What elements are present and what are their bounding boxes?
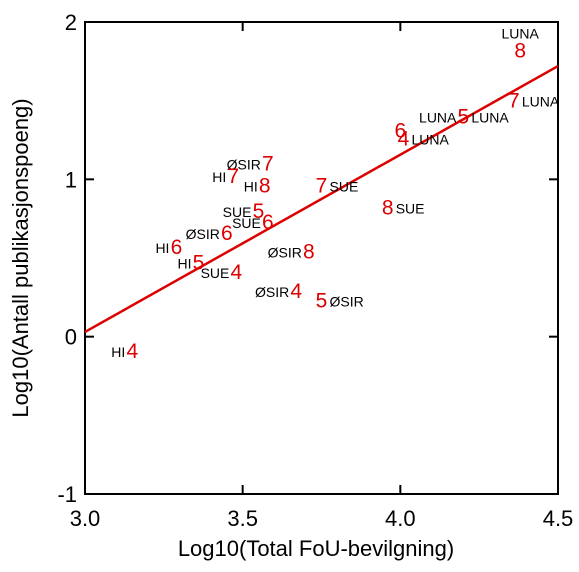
- point-name-label: ØSIR: [227, 157, 261, 173]
- point-marker-number: 7: [508, 90, 520, 113]
- point-marker-number: 7: [262, 153, 274, 176]
- point-marker-number: 4: [398, 127, 410, 150]
- point-name-label: SUE: [201, 265, 230, 281]
- point-marker-number: 4: [290, 280, 302, 303]
- data-point: 5HI: [178, 252, 205, 275]
- data-point: 8HI: [244, 175, 271, 198]
- point-marker-number: 5: [316, 289, 328, 312]
- point-marker-number: 4: [231, 261, 243, 284]
- point-marker-number: 5: [458, 105, 470, 128]
- point-name-label: HI: [212, 169, 226, 185]
- x-axis-label: Log10(Total FoU-bevilgning): [178, 536, 454, 561]
- point-name-label: ØSIR: [255, 284, 289, 300]
- data-point: 4HI: [111, 340, 138, 363]
- axes: [84, 21, 559, 495]
- point-name-label: HI: [244, 179, 258, 195]
- point-name-label: HI: [111, 344, 125, 360]
- data-point: 7HI: [212, 165, 239, 188]
- point-name-label: SUE: [396, 201, 425, 217]
- y-tick-label: 0: [65, 325, 77, 350]
- point-marker-number: 6: [221, 222, 233, 245]
- x-tick-label: 3.5: [227, 506, 258, 531]
- y-axis-label: Log10(Antall publikasjonspoeng): [8, 98, 33, 417]
- point-marker-number: 7: [227, 165, 239, 188]
- point-name-label: LUNA: [471, 109, 509, 125]
- point-marker-number: 6: [262, 211, 274, 234]
- data-point: 4 LUNA: [398, 127, 450, 150]
- point-name-label: SUE: [232, 215, 261, 231]
- y-tick-label: 1: [65, 167, 77, 192]
- point-marker-number: 6: [171, 236, 183, 259]
- point-marker-number: 7: [316, 175, 328, 198]
- point-name-label: HI: [155, 240, 169, 256]
- point-marker-number: 5: [193, 252, 205, 275]
- plot-frame: [84, 21, 559, 495]
- point-name-label: ØSIR: [330, 293, 364, 309]
- x-tick-label: 3.0: [70, 506, 101, 531]
- data-point: 7 SUE: [316, 175, 359, 198]
- data-point: 6: [394, 120, 406, 143]
- point-marker-number: 8: [382, 197, 394, 220]
- point-name-label: LUNA: [522, 94, 560, 110]
- data-point: 6HI: [155, 236, 182, 259]
- point-name-label: HI: [178, 256, 192, 272]
- regression-line: [84, 64, 559, 334]
- point-marker-number: 8: [514, 39, 526, 62]
- point-marker-number: 8: [303, 241, 315, 264]
- data-point: 7 LUNA: [508, 90, 560, 113]
- y-tick-label: 2: [65, 10, 77, 35]
- point-name-label: LUNA: [501, 25, 539, 41]
- point-marker-number: 8: [259, 175, 271, 198]
- point-marker-number: 5: [253, 200, 265, 223]
- x-tick-label: 4.0: [385, 506, 416, 531]
- data-point: 8 SUE: [382, 197, 425, 220]
- y-tick-label: -1: [57, 482, 77, 507]
- tick-labels: 3.0 3.5 4.0 4.5 -1 0 1 2: [57, 10, 573, 531]
- point-name-label: LUNA: [419, 109, 457, 125]
- point-name-label: SUE: [223, 204, 252, 220]
- point-name-label: ØSIR: [268, 245, 302, 261]
- point-name-label: ØSIR: [186, 226, 220, 242]
- x-tick-label: 4.5: [543, 506, 574, 531]
- data-point: 5 ØSIR: [316, 289, 364, 312]
- point-name-label: SUE: [330, 179, 359, 195]
- point-marker-number: 6: [394, 120, 406, 143]
- point-marker-number: 4: [126, 340, 138, 363]
- regression-line-group: [84, 64, 559, 334]
- point-name-label: LUNA: [411, 131, 449, 147]
